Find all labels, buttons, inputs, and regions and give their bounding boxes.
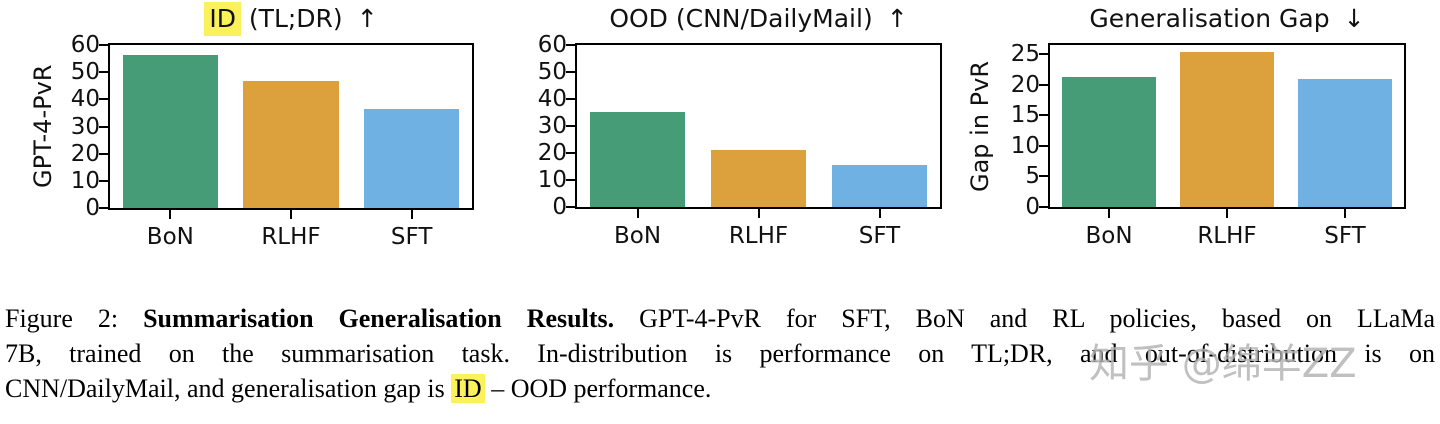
x-tick-mark <box>878 209 881 218</box>
y-tick-mark <box>566 98 575 100</box>
y-tick-label: 0 <box>85 195 100 221</box>
bar-bon <box>122 54 218 208</box>
caption-text: – OOD performance. <box>484 374 712 403</box>
y-tick-mark <box>566 44 575 46</box>
x-tick-mark <box>169 210 172 219</box>
y-axis-ticks: 0 10 20 30 40 50 60 <box>50 32 106 221</box>
x-tick-label-rlhf: RLHF <box>261 224 321 250</box>
down-arrow-icon: ↓ <box>1343 4 1365 33</box>
chart-title-id-tldr: ID (TL;DR) ↑ <box>108 1 474 37</box>
x-tick-mark <box>636 209 639 218</box>
bar-rlhf <box>710 149 807 207</box>
y-tick-label: 0 <box>552 194 567 220</box>
bar-bon <box>1062 77 1156 207</box>
x-tick-label-rlhf: RLHF <box>1197 223 1257 249</box>
y-tick-mark <box>566 206 575 208</box>
chart-title-ood: OOD (CNN/DailyMail) ↑ <box>575 1 942 37</box>
up-arrow-icon: ↑ <box>886 4 908 33</box>
y-tick-mark <box>99 152 108 155</box>
x-tick-label-bon: BoN <box>146 224 194 250</box>
y-axis-ticks: 0 5 10 15 20 25 <box>990 41 1046 220</box>
bar-sft <box>831 164 928 207</box>
y-tick-label: 0 <box>1025 194 1040 220</box>
plot-area <box>566 43 942 218</box>
y-tick-label: 60 <box>537 32 567 58</box>
y-tick-mark <box>1039 83 1048 86</box>
title-highlight-id: ID <box>204 2 241 36</box>
x-tick-mark <box>410 210 413 219</box>
y-tick-label: 10 <box>1010 132 1040 159</box>
y-tick-label: 5 <box>1025 163 1040 190</box>
y-tick-mark <box>99 71 108 74</box>
y-tick-mark <box>1039 53 1048 56</box>
y-tick-mark <box>566 152 575 154</box>
y-tick-label: 20 <box>1010 71 1040 98</box>
caption-figure-label: Figure 2: <box>5 304 144 333</box>
y-tick-mark <box>1039 114 1048 117</box>
figure-caption: Figure 2: Summarisation Generalisation R… <box>0 301 1440 406</box>
x-tick-mark <box>1108 209 1110 218</box>
caption-text: GPT-4-PvR for SFT, BoN and RL policies, … <box>614 304 1436 333</box>
caption-text: CNN/DailyMail, and generalisation gap is <box>5 374 452 403</box>
y-tick-label: 20 <box>537 140 567 166</box>
y-tick-mark <box>99 44 108 46</box>
zhihu-watermark: 知乎 @绵羊ZZ <box>1089 341 1357 387</box>
y-tick-label: 10 <box>537 167 567 193</box>
y-axis-ticks: 0 10 20 30 40 50 60 <box>517 32 573 220</box>
caption-bold-title: Summarisation Generalisation Results. <box>143 304 615 333</box>
plot-area <box>1039 43 1406 218</box>
y-tick-label: 30 <box>537 113 567 139</box>
y-tick-label: 60 <box>70 32 100 58</box>
y-tick-mark <box>566 71 575 73</box>
y-tick-mark <box>1039 206 1048 208</box>
y-tick-label: 40 <box>537 86 567 112</box>
up-arrow-icon: ↑ <box>356 4 378 33</box>
x-tick-mark <box>290 210 292 219</box>
bar-rlhf <box>1180 51 1274 207</box>
y-tick-label: 10 <box>70 167 100 194</box>
y-tick-label: 25 <box>1010 41 1040 68</box>
bar-sft <box>364 108 460 208</box>
bar-sft <box>1298 78 1392 207</box>
caption-highlight-id: ID <box>451 374 485 403</box>
x-axis-labels: BoN RLHF SFT <box>1048 221 1406 251</box>
y-tick-label: 15 <box>1010 102 1040 129</box>
chart-title-gap: Generalisation Gap ↓ <box>1048 1 1406 37</box>
y-tick-label: 20 <box>70 140 100 167</box>
y-tick-mark <box>99 179 108 182</box>
caption-line-2: 7B, trained on the summarisation task. I… <box>5 339 1435 368</box>
plot-area <box>99 43 474 219</box>
y-tick-label: 50 <box>537 59 567 85</box>
y-tick-label: 50 <box>70 59 100 86</box>
bar-rlhf <box>243 81 339 208</box>
title-text: Generalisation Gap <box>1089 4 1330 33</box>
y-tick-mark <box>1039 144 1048 147</box>
caption-line-3: CNN/DailyMail, and generalisation gap is… <box>5 371 1435 406</box>
x-tick-label-rlhf: RLHF <box>728 223 789 249</box>
x-tick-label-bon: BoN <box>1085 223 1133 249</box>
y-tick-label: 40 <box>70 86 100 113</box>
x-axis-labels: BoN RLHF SFT <box>108 222 474 252</box>
bar-bon <box>589 111 686 207</box>
x-tick-mark <box>1226 209 1228 218</box>
y-tick-mark <box>1039 175 1048 178</box>
x-tick-label-sft: SFT <box>390 224 433 250</box>
x-tick-mark <box>757 209 760 218</box>
x-tick-mark <box>1344 209 1346 218</box>
y-tick-mark <box>566 125 575 127</box>
x-tick-label-sft: SFT <box>858 223 901 249</box>
y-tick-label: 30 <box>70 113 100 140</box>
title-text: (TL;DR) <box>240 4 343 33</box>
y-tick-mark <box>99 125 108 128</box>
y-tick-mark <box>99 207 108 209</box>
x-tick-label-sft: SFT <box>1324 223 1366 249</box>
y-tick-mark <box>566 179 575 181</box>
y-tick-mark <box>99 98 108 101</box>
title-text: OOD (CNN/DailyMail) <box>609 4 873 33</box>
x-tick-label-bon: BoN <box>613 223 662 249</box>
caption-line-1: Figure 2: Summarisation Generalisation R… <box>5 301 1435 336</box>
x-axis-labels: BoN RLHF SFT <box>575 221 942 251</box>
